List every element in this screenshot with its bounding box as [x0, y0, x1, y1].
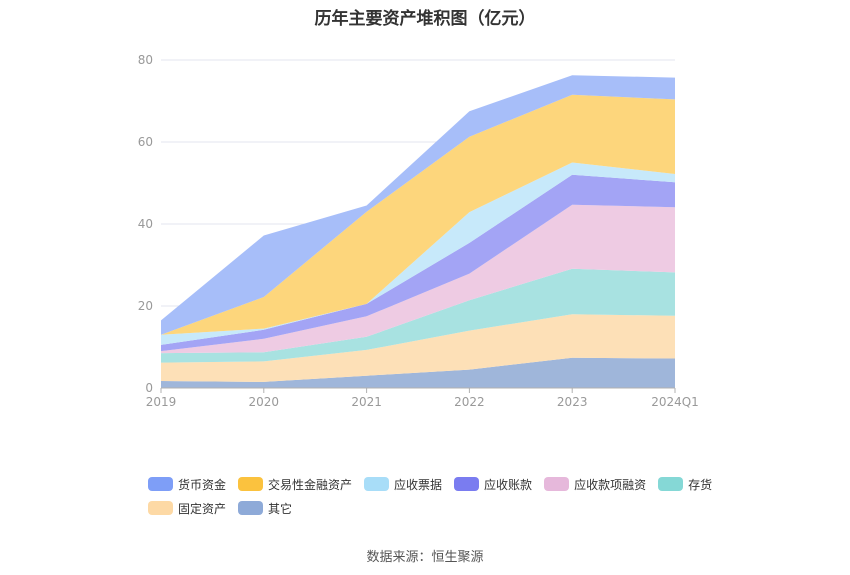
legend-item[interactable]: 其它 — [238, 500, 292, 517]
legend-item[interactable]: 应收票据 — [364, 476, 442, 493]
area-series-应收款项融资 — [161, 204, 675, 354]
area-series-应收账款 — [161, 174, 675, 352]
legend-label: 交易性金融资产 — [268, 477, 353, 492]
area-series-交易性金融资产 — [161, 94, 675, 335]
axis-layer: 0 20 40 60 80 2019 2020 2021 2022 2023 2024Q1 — [138, 53, 699, 409]
legend: 货币资金 交易性金融资产 应收票据 应收账款 应收款项融资 存货固定资产 其它 — [148, 472, 748, 520]
y-tick-label: 0 — [145, 381, 153, 395]
legend-swatch — [238, 477, 264, 491]
legend-swatch — [364, 477, 390, 491]
x-tick-label: 2020 — [249, 395, 280, 409]
data-source: 数据来源：恒生聚源 — [366, 550, 484, 565]
legend-swatch — [658, 477, 684, 491]
legend-item[interactable]: 货币资金 — [148, 476, 226, 493]
legend-label: 货币资金 — [178, 477, 227, 492]
y-tick-label: 40 — [138, 217, 153, 231]
legend-item[interactable]: 固定资产 — [148, 500, 226, 517]
area-series-货币资金 — [161, 75, 675, 335]
legend-label: 存货 — [688, 477, 713, 492]
legend-item[interactable]: 存货 — [658, 476, 712, 493]
area-layer — [161, 75, 675, 388]
x-tick-label: 2021 — [351, 395, 382, 409]
legend-item[interactable]: 交易性金融资产 — [238, 476, 352, 493]
x-tick-label: 2022 — [454, 395, 485, 409]
legend-item[interactable]: 应收款项融资 — [544, 476, 646, 493]
legend-swatch — [454, 477, 480, 491]
area-series-固定资产 — [161, 314, 675, 382]
legend-row: 货币资金 交易性金融资产 应收票据 应收账款 应收款项融资 存货 — [148, 472, 748, 496]
legend-item[interactable]: 应收账款 — [454, 476, 532, 493]
legend-label: 应收账款 — [484, 477, 533, 492]
legend-swatch — [148, 501, 173, 515]
x-tick-label: 2024Q1 — [651, 395, 699, 409]
legend-swatch — [148, 477, 173, 491]
legend-label: 其它 — [268, 501, 293, 516]
x-tick-label: 2023 — [557, 395, 588, 409]
legend-label: 应收票据 — [394, 477, 443, 492]
legend-swatch — [544, 477, 570, 491]
y-tick-label: 60 — [138, 135, 153, 149]
area-series-其它 — [161, 357, 675, 388]
y-tick-label: 20 — [138, 299, 153, 313]
area-series-存货 — [161, 268, 675, 363]
legend-row: 固定资产 其它 — [148, 496, 748, 520]
legend-swatch — [238, 501, 264, 515]
legend-label: 应收款项融资 — [574, 477, 647, 492]
y-tick-label: 80 — [138, 53, 153, 67]
chart-title: 历年主要资产堆积图（亿元） — [314, 9, 536, 29]
legend-label: 固定资产 — [178, 501, 227, 516]
x-tick-label: 2019 — [146, 395, 177, 409]
